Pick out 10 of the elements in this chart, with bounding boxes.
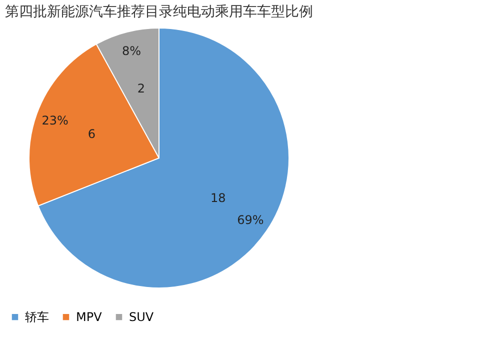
- legend-label: 轿车: [25, 310, 49, 324]
- chart-title: 第四批新能源汽车推荐目录纯电动乘用车车型比例: [5, 4, 313, 20]
- legend-label: MPV: [76, 310, 103, 324]
- data-label: 23%: [42, 114, 68, 128]
- legend-label: SUV: [129, 310, 154, 324]
- text: 2: [137, 82, 146, 96]
- data-label: 69%: [237, 213, 264, 228]
- text: 6: [88, 126, 96, 141]
- text: 18: [210, 191, 226, 206]
- data-label: 8%: [122, 44, 142, 58]
